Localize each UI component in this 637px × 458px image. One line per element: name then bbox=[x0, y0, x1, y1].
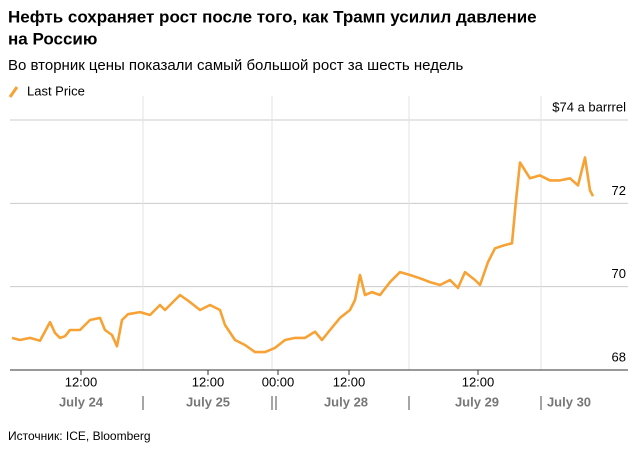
chart-subtitle: Во вторник цены показали самый большой р… bbox=[8, 57, 464, 74]
x-tick-label: 00:00 bbox=[262, 374, 295, 389]
x-tick-label: 12:00 bbox=[333, 374, 366, 389]
date-label: July 28 bbox=[324, 394, 368, 409]
y-tick-label: 70 bbox=[612, 266, 626, 281]
y-tick-label: 68 bbox=[612, 349, 626, 364]
y-tick-label: $74 a barrrel bbox=[552, 99, 626, 114]
price-line bbox=[11, 156, 595, 354]
x-tick-label: 12:00 bbox=[65, 374, 98, 389]
date-label: July 24 bbox=[59, 394, 104, 409]
source: Источник: ICE, Bloomberg bbox=[8, 429, 151, 443]
date-label: July 25 bbox=[186, 394, 230, 409]
legend-label: Last Price bbox=[27, 83, 85, 98]
x-tick-label: 12:00 bbox=[192, 374, 225, 389]
chart-title: на Россию bbox=[8, 29, 97, 48]
chart-title: Нефть сохраняет рост после того, как Тра… bbox=[8, 7, 537, 26]
legend-swatch bbox=[8, 86, 19, 98]
date-label: July 29 bbox=[455, 394, 499, 409]
x-tick-label: 12:00 bbox=[462, 374, 495, 389]
y-tick-label: 72 bbox=[612, 183, 626, 198]
date-label: July 30 bbox=[547, 394, 591, 409]
